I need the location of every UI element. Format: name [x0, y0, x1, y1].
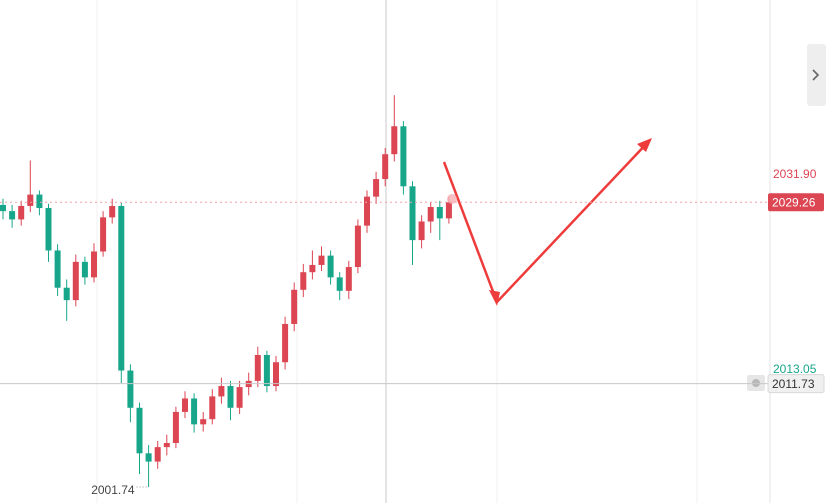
candle-body — [364, 196, 370, 226]
current-price-label: 2029.26 — [772, 195, 816, 209]
chevron-icon — [812, 69, 820, 81]
candle-body — [63, 287, 70, 301]
crosshair-price-label: 2011.73 — [772, 377, 815, 391]
candles — [0, 95, 452, 488]
collapse-button[interactable] — [807, 44, 826, 106]
candle-body — [227, 386, 234, 408]
candle-body — [191, 398, 198, 425]
candle-body — [127, 370, 134, 408]
candle-body — [263, 354, 270, 387]
alarm-icon-bell — [752, 379, 760, 387]
candle-body — [100, 217, 107, 252]
candle-body — [409, 186, 416, 241]
crosshair-price-box — [767, 374, 825, 394]
candle-body — [300, 272, 307, 290]
side-button[interactable] — [807, 44, 826, 106]
candle-body — [236, 387, 243, 408]
candle-body — [0, 204, 6, 212]
candle-body — [273, 362, 279, 387]
current-price-box — [768, 193, 824, 212]
candle-body — [436, 206, 443, 219]
candle-body — [54, 250, 61, 288]
candle-body — [209, 396, 216, 420]
candle-body — [291, 289, 298, 324]
candle-body — [163, 442, 170, 448]
candle-body — [72, 261, 79, 301]
candle-body — [318, 255, 325, 265]
candle-body — [27, 194, 34, 206]
candle-body — [445, 202, 452, 219]
candle-body — [136, 407, 143, 454]
candle-body — [327, 255, 334, 278]
candle-body — [9, 211, 16, 220]
candle-body — [154, 447, 161, 462]
candle-body — [36, 194, 43, 209]
candle-body — [145, 453, 152, 462]
candle-body — [336, 277, 343, 291]
low-price-label: 2013.05 — [773, 362, 817, 376]
candle-body — [172, 411, 179, 443]
grid — [96, 0, 771, 503]
candle-body — [345, 267, 352, 291]
candle-body — [91, 251, 97, 278]
price-pulse — [447, 194, 457, 204]
candle-body — [427, 206, 434, 222]
candle-body — [118, 205, 125, 371]
candle-body — [18, 205, 25, 220]
candle-body — [373, 179, 380, 197]
candle-body — [45, 208, 52, 251]
candle-body — [382, 154, 389, 180]
candle-body — [182, 398, 188, 412]
drawn-arrow — [442, 139, 651, 305]
candle-body — [254, 354, 261, 381]
lowest-price-label: 2001.74 — [91, 483, 135, 497]
candle-body — [81, 261, 88, 278]
arrow-head — [637, 138, 652, 152]
candle-body — [418, 221, 425, 241]
candle-body — [218, 386, 225, 397]
high-price-label: 2031.90 — [773, 167, 817, 181]
candle-body — [309, 264, 316, 273]
candle-body — [400, 126, 407, 187]
candle-body — [282, 323, 289, 363]
arrow-head — [489, 290, 500, 306]
candle-body — [109, 205, 116, 218]
candle-body — [200, 419, 207, 425]
candle-body — [354, 225, 361, 268]
candle-body — [391, 126, 398, 155]
